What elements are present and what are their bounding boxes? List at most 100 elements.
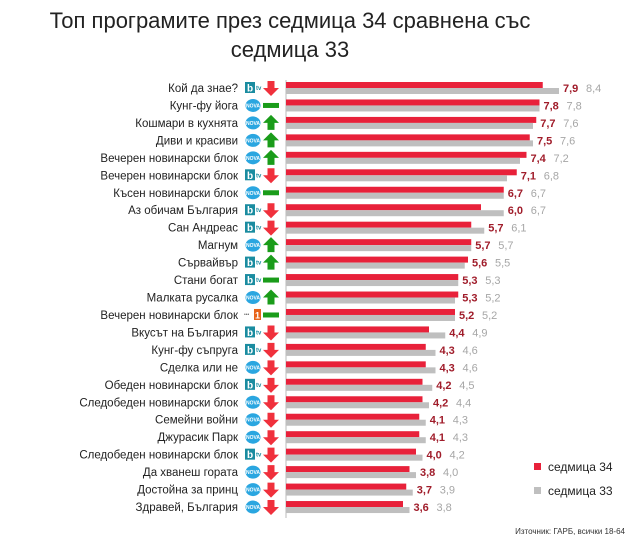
arrow-down-icon: [263, 482, 279, 498]
bar-week34: [286, 274, 459, 281]
no-change-icon: [263, 102, 279, 108]
bar-week33: [286, 384, 433, 391]
btv-logo-icon-suffix: tv: [256, 278, 262, 284]
arrow-up-icon: [263, 149, 279, 165]
nova-logo-icon: [245, 483, 261, 497]
nova-logo-icon-text: NOVA: [246, 470, 260, 476]
bar-week33: [286, 367, 436, 374]
arrow-down-icon: [263, 81, 279, 96]
value-label-week33: 7,2: [554, 153, 569, 165]
btv-logo-icon-text: b: [247, 345, 253, 356]
chart-title-line-2: седмица 33: [230, 37, 350, 62]
bar-week34: [286, 82, 543, 88]
bar-week33: [286, 489, 413, 496]
btv-logo-icon-suffix: tv: [256, 383, 262, 389]
bar-week34: [286, 134, 530, 141]
value-label-week33: 7,8: [567, 100, 582, 112]
value-label-week33: 6,7: [531, 188, 546, 200]
value-label-week34: 5,3: [462, 275, 477, 287]
value-label-week34: 4,4: [449, 327, 465, 339]
value-label-week33: 4,3: [453, 415, 468, 427]
bar-week33: [286, 454, 423, 461]
bar-week33: [286, 472, 416, 479]
value-label-week34: 7,1: [521, 170, 536, 182]
btv-logo-icon-text: b: [247, 206, 253, 217]
bnt1-logo-icon-dots: •••: [244, 312, 250, 318]
category-label: Кунг-фу йога: [170, 100, 239, 112]
bnt1-logo-icon-text: 1: [255, 310, 260, 320]
nova-logo-icon-text: NOVA: [246, 435, 260, 441]
bar-week33: [286, 419, 426, 426]
btv-logo-icon: [245, 204, 255, 216]
nova-logo-icon-text: NOVA: [246, 505, 260, 511]
value-label-week34: 4,2: [433, 397, 448, 409]
btv-logo-icon-suffix: tv: [256, 86, 262, 92]
bar-week33: [286, 192, 504, 199]
btv-logo-icon-text: b: [247, 258, 253, 269]
bar-week34: [286, 326, 429, 333]
arrow-down-icon: [263, 430, 279, 446]
value-label-week34: 7,8: [544, 100, 559, 112]
category-label: Следобеден новинарски блок: [79, 450, 239, 462]
category-label: Достойна за принц: [137, 485, 238, 497]
value-label-week33: 4,3: [453, 432, 468, 444]
value-label-week33: 5,2: [482, 310, 497, 322]
value-label-week34: 7,7: [540, 118, 555, 130]
btv-logo-icon-suffix: tv: [256, 208, 262, 214]
bar-week33: [286, 210, 504, 217]
value-label-week33: 5,3: [485, 275, 500, 287]
nova-logo-icon-text: NOVA: [246, 400, 260, 406]
btv-logo-icon: [245, 326, 255, 338]
category-label: Диви и красиви: [156, 135, 238, 147]
arrow-down-icon: [263, 342, 279, 358]
bar-week34: [286, 378, 423, 385]
btv-logo-icon-suffix: tv: [256, 453, 262, 459]
nova-logo-icon-text: NOVA: [246, 121, 260, 127]
value-label-week33: 6,8: [544, 170, 559, 182]
category-label: Вечерен новинарски блок: [100, 170, 239, 182]
bar-week33: [286, 175, 507, 182]
arrow-up-icon: [263, 114, 279, 130]
nova-logo-icon-text: NOVA: [246, 138, 260, 144]
category-label: Семейни войни: [155, 415, 238, 427]
bar-week33: [286, 122, 533, 129]
category-label: Сделка или не: [160, 362, 238, 374]
arrow-down-icon: [263, 325, 279, 341]
btv-logo-icon: [245, 221, 255, 233]
nova-logo-icon: [245, 395, 261, 409]
bar-week34: [286, 239, 472, 246]
value-label-week33: 5,7: [498, 240, 513, 252]
arrow-down-icon: [263, 360, 279, 376]
bar-week34: [286, 151, 527, 158]
value-label-week34: 5,7: [488, 223, 503, 235]
btv-logo-icon: [245, 82, 255, 93]
btv-logo-icon-suffix: tv: [256, 330, 262, 336]
arrow-down-icon: [263, 412, 279, 428]
bar-week34: [286, 204, 481, 211]
no-change-icon: [263, 312, 279, 318]
btv-logo-icon-text: b: [247, 171, 253, 182]
nova-logo-icon-text: NOVA: [246, 418, 260, 424]
btv-logo-icon-suffix: tv: [256, 348, 262, 354]
category-label: Обеден новинарски блок: [105, 380, 239, 392]
nova-logo-icon-text: NOVA: [246, 156, 260, 162]
category-label: Стани богат: [174, 275, 239, 287]
bar-week33: [286, 507, 410, 514]
bar-week34: [286, 99, 540, 106]
btv-logo-icon-text: b: [247, 223, 253, 234]
btv-logo-icon: [245, 256, 255, 268]
bar-week33: [286, 88, 559, 94]
category-label: Кой да знае?: [168, 83, 238, 95]
arrow-down-icon: [263, 465, 279, 481]
value-label-week33: 4,9: [472, 327, 487, 339]
bar-week34: [286, 308, 455, 315]
category-label: Магнум: [198, 240, 238, 252]
nova-logo-icon-text: NOVA: [246, 296, 260, 302]
bar-week33: [286, 297, 455, 304]
value-label-week34: 5,6: [472, 258, 487, 270]
bar-week33: [286, 332, 446, 339]
arrow-down-icon: [263, 168, 279, 184]
bar-week34: [286, 483, 407, 490]
nova-logo-icon: [245, 186, 261, 200]
